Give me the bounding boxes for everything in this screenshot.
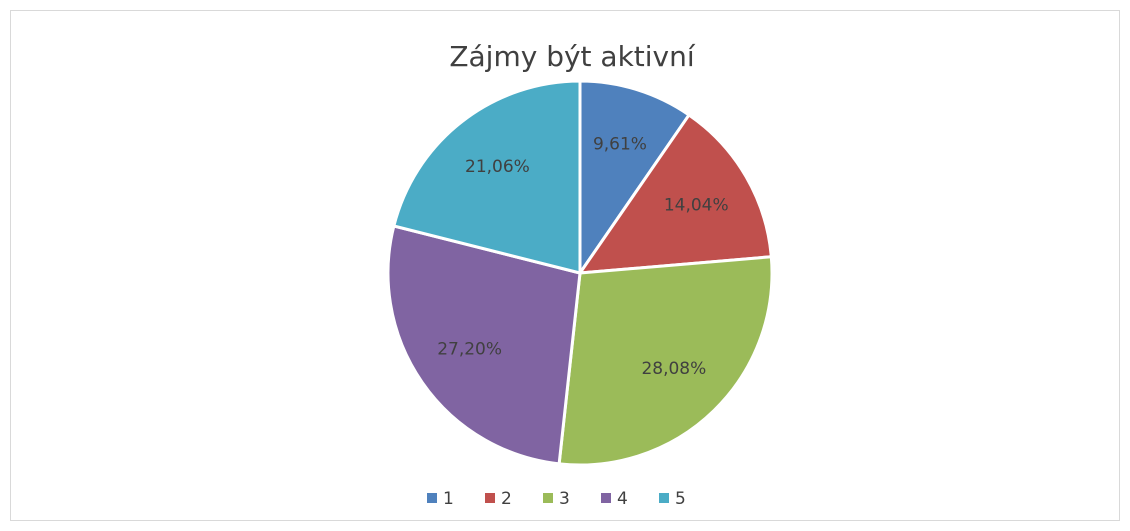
legend-label: 2 — [501, 489, 512, 509]
legend-label: 3 — [559, 489, 570, 509]
legend-label: 5 — [675, 489, 686, 509]
legend-swatch — [659, 493, 669, 503]
legend-swatch — [601, 493, 611, 503]
chart-title: Zájmy být aktivní — [449, 40, 696, 73]
pie-slice — [557, 255, 774, 467]
pie-slice — [578, 79, 692, 278]
data-label: 14,04% — [664, 196, 729, 216]
legend-swatch — [543, 493, 553, 503]
legend-swatch — [427, 493, 437, 503]
legend-swatch — [485, 493, 495, 503]
data-label: 28,08% — [641, 359, 706, 379]
legend-label: 1 — [443, 489, 454, 509]
pie-slice — [392, 79, 582, 275]
data-label: 27,20% — [437, 340, 502, 360]
pie-slice — [386, 224, 582, 466]
data-label: 9,61% — [593, 135, 647, 155]
data-label: 21,06% — [465, 157, 530, 177]
legend-label: 4 — [617, 489, 628, 509]
pie-slice — [576, 112, 773, 275]
